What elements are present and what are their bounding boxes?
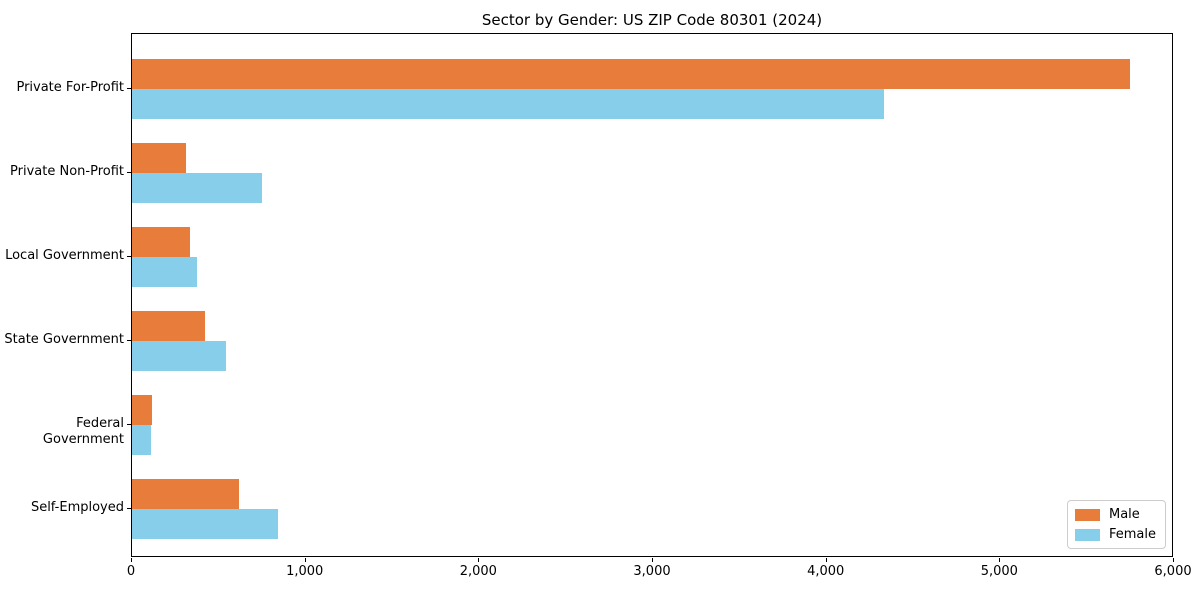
bar-female-private-for-profit <box>132 89 884 119</box>
xtick-label-0: 0 <box>126 564 136 579</box>
legend-label-male: Male <box>1108 507 1140 522</box>
bar-female-self-employed <box>132 509 278 539</box>
ytick-mark-self-employed <box>127 508 131 509</box>
xtick-label-4-000: 4,000 <box>807 564 845 579</box>
bar-female-federal-government <box>132 425 152 455</box>
legend-label-female: Female <box>1108 527 1156 542</box>
ytick-label-self-employed: Self-Employed <box>30 500 124 515</box>
bar-male-self-employed <box>132 479 239 509</box>
ytick-mark-federal-government <box>127 424 131 425</box>
ytick-mark-private-for-profit <box>127 88 131 89</box>
ytick-label-private-non-profit: Private Non-Profit <box>10 164 124 179</box>
bar-female-state-government <box>132 341 226 371</box>
bar-male-private-for-profit <box>132 59 1130 89</box>
ytick-label-private-for-profit: Private For-Profit <box>16 80 124 95</box>
xtick-label-5-000: 5,000 <box>980 564 1018 579</box>
ytick-label-federal-government: Federal Government <box>42 416 124 447</box>
legend-swatch-female <box>1074 528 1100 541</box>
bar-male-private-non-profit <box>132 143 186 173</box>
ytick-mark-state-government <box>127 340 131 341</box>
ytick-mark-private-non-profit <box>127 172 131 173</box>
legend-item-female: Female <box>1074 527 1156 542</box>
xtick-mark-6-000 <box>1173 558 1174 562</box>
xtick-mark-3-000 <box>652 558 653 562</box>
bar-male-state-government <box>132 311 205 341</box>
xtick-mark-0 <box>131 558 132 562</box>
legend-swatch-male <box>1074 508 1100 521</box>
ytick-label-state-government: State Government <box>4 332 124 347</box>
chart-title: Sector by Gender: US ZIP Code 80301 (202… <box>481 11 823 29</box>
legend-item-male: Male <box>1074 507 1156 522</box>
ytick-label-local-government: Local Government <box>5 248 124 263</box>
xtick-mark-4-000 <box>825 558 827 562</box>
ytick-mark-local-government <box>127 256 131 257</box>
xtick-label-3-000: 3,000 <box>633 564 671 579</box>
xtick-mark-5-000 <box>999 558 1001 562</box>
plot-area: Male Female <box>131 33 1173 557</box>
bar-male-federal-government <box>132 395 152 425</box>
xtick-mark-2-000 <box>478 558 480 562</box>
bar-female-local-government <box>132 257 198 287</box>
xtick-mark-1-000 <box>304 558 306 562</box>
xtick-label-6-000: 6,000 <box>1154 564 1192 579</box>
legend: Male Female <box>1066 500 1166 549</box>
bar-female-private-non-profit <box>132 173 263 203</box>
bar-male-local-government <box>132 227 191 257</box>
xtick-label-2-000: 2,000 <box>459 564 497 579</box>
xtick-label-1-000: 1,000 <box>286 564 324 579</box>
